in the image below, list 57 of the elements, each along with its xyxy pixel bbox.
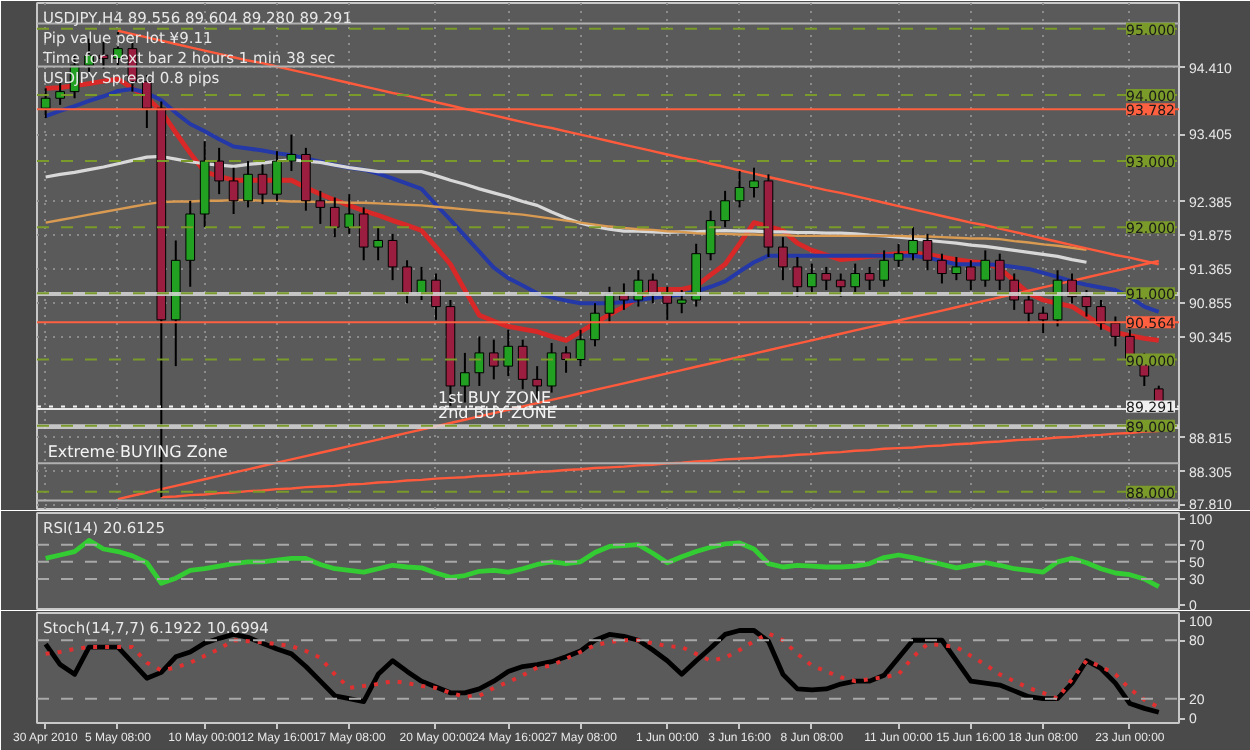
candlestick — [402, 259, 412, 305]
candlestick — [734, 170, 745, 209]
candlestick — [893, 242, 904, 268]
candlestick — [951, 255, 962, 282]
candlestick — [272, 150, 282, 202]
candlestick — [691, 242, 702, 308]
line-series — [44, 154, 1089, 264]
candlestick — [228, 166, 239, 215]
candlestick — [243, 160, 253, 209]
candlestick — [301, 146, 311, 212]
candlestick — [460, 351, 470, 404]
candlestick — [214, 146, 224, 196]
candlestick — [315, 189, 326, 225]
candlestick — [937, 252, 947, 285]
candlestick — [806, 262, 817, 295]
candlestick — [517, 338, 528, 391]
candlestick — [546, 341, 557, 394]
candlestick — [373, 226, 383, 262]
candlestick — [1096, 298, 1106, 331]
line-series — [43, 538, 1162, 590]
candlestick — [40, 87, 51, 120]
candlestick — [850, 262, 861, 295]
candlestick — [329, 196, 340, 239]
candlestick — [1052, 269, 1063, 328]
candlestick — [821, 265, 832, 292]
candlestick — [720, 189, 730, 229]
candlestick — [922, 232, 933, 272]
candlestick — [387, 232, 398, 282]
candlestick — [575, 328, 586, 368]
candlestick — [416, 265, 427, 301]
candlestick — [1038, 305, 1048, 335]
candlestick — [503, 328, 514, 378]
candlestick — [474, 335, 485, 387]
candlestick — [966, 259, 976, 292]
candlestick — [590, 302, 600, 348]
candlestick — [358, 206, 369, 262]
candlestick — [185, 199, 196, 288]
candlestick — [705, 209, 716, 262]
candlestick — [994, 252, 1005, 292]
candlestick — [749, 166, 759, 199]
candlestick — [676, 289, 687, 315]
candlestick — [879, 249, 889, 288]
candlestick — [286, 133, 297, 173]
candlestick — [778, 236, 788, 282]
candlestick — [344, 193, 355, 235]
candlestick — [908, 226, 918, 262]
candlestick — [864, 265, 875, 292]
candlestick — [1081, 289, 1092, 318]
candlestick — [1110, 315, 1121, 348]
candlestick — [835, 272, 846, 298]
candlestick — [647, 272, 658, 305]
candlestick — [792, 255, 803, 298]
candlestick — [488, 338, 499, 381]
candlestick — [980, 249, 991, 288]
candlestick — [561, 345, 571, 374]
candlestick — [257, 163, 268, 206]
candlestick — [1023, 292, 1034, 325]
